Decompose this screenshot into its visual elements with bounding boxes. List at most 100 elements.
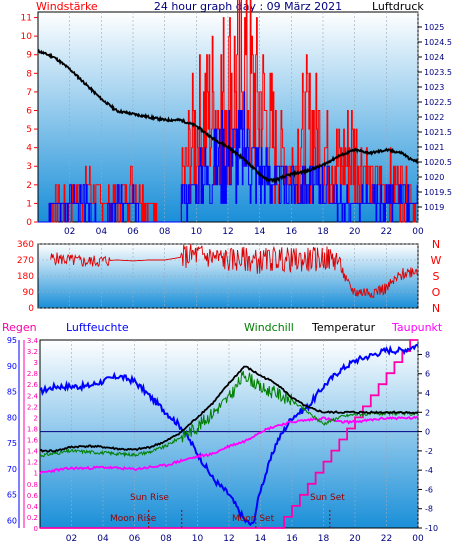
x-tick-label: 10 [192,534,204,544]
x-tick-label: 02 [64,227,75,237]
wind-tick-label: 11 [21,14,32,24]
temperature-line [39,365,419,453]
pressure-tick-label: 1021 [424,143,444,152]
sun-rise-label: Sun Rise [130,493,169,503]
x-tick-label: 10 [191,227,203,237]
pressure-line [37,49,419,184]
x-tick-label: 02 [66,534,77,544]
rain-tick-label: 0.4 [27,503,39,511]
direction-tick-label: 180 [17,272,34,282]
wind-pressure-axes: 02 04 06 08 10 12 14 16 18 20 22 000123456789101110… [21,14,452,237]
wind-average-line [38,91,418,223]
x-tick-label: 22 [381,534,392,544]
wind-pressure-series [37,0,419,223]
rain-tick-label: 1.4 [27,448,39,456]
pressure-tick-label: 1022 [424,113,444,122]
x-tick-label: 16 [286,227,298,237]
x-tick-label: 14 [255,534,267,544]
rain-tick-label: 3.4 [27,337,39,345]
pressure-axis-title: Luftdruck [372,0,424,13]
x-tick-label: 18 [317,227,329,237]
wind-direction-series [50,243,418,299]
wind-tick-label: 5 [26,125,32,135]
compass-label: S [433,270,440,283]
x-tick-label: 06 [129,534,141,544]
temperature-label: Temperatur [311,321,376,334]
temp-tick-label: -2 [425,447,433,456]
humidity-tick-label: 95 [7,336,17,345]
temp-tick-label: 8 [425,350,430,359]
x-tick-label: 16 [286,534,298,544]
pressure-tick-label: 1019.5 [424,188,452,197]
pressure-tick-label: 1025 [424,23,444,32]
rain-tick-label: 1.8 [27,425,38,433]
rain-tick-label: 1 [34,470,38,478]
x-tick-label: 20 [349,534,361,544]
x-tick-label: 06 [127,227,139,237]
rain-tick-label: 2.4 [27,392,39,400]
rain-label: Regen [2,321,37,334]
rain-tick-label: 1.2 [27,459,38,467]
dewpoint-line [39,415,419,475]
wind-direction-line [50,243,418,299]
chart-title: 24 hour graph day : 09 März 2021 [154,0,342,13]
compass-label: O [432,286,441,299]
rain-tick-label: 3.2 [27,348,38,356]
pressure-tick-label: 1023.5 [424,68,452,77]
dewpoint-label: Taupunkt [391,321,443,334]
x-tick-label: 04 [97,534,109,544]
compass-label: N [432,238,440,251]
compass-label: N [432,302,440,315]
humidity-tick-label: 60 [7,516,17,525]
x-tick-label: 12 [222,227,233,237]
rain-tick-label: 2.2 [27,403,38,411]
pressure-tick-label: 1022.5 [424,98,452,107]
humidity-tick-label: 65 [7,491,17,500]
x-tick-label: 14 [254,227,266,237]
direction-tick-label: 360 [17,240,34,250]
wind-axis-title: Windstärke [36,0,98,13]
wind-tick-label: 4 [26,144,32,154]
windchill-label: Windchill [244,321,294,334]
humidity-label: Luftfeuchte [66,321,129,334]
humidity-tick-label: 80 [7,413,17,422]
climate-grid [40,340,419,528]
climate-axes: 02 04 06 08 10 12 14 16 18 20 22 0000.20.40.60.811.… [7,336,438,544]
rain-tick-label: 3 [34,359,38,367]
wind-tick-label: 8 [26,69,32,79]
temp-tick-label: -6 [425,485,433,494]
moon-set-label: Moon Set [232,514,275,524]
x-tick-label: 22 [381,227,392,237]
rain-tick-label: 2.6 [27,381,39,389]
moon-rise-label: Moon Rise [110,514,157,524]
temp-tick-label: -4 [425,466,433,475]
pressure-tick-label: 1023 [424,83,444,92]
temp-tick-label: 6 [425,370,430,379]
direction-tick-label: 0 [28,304,34,314]
wind-tick-label: 2 [26,181,32,191]
x-tick-label: 00 [412,227,424,237]
rain-tick-label: 0 [34,525,38,533]
wind-tick-label: 7 [26,88,32,98]
rain-line [40,339,418,529]
astro-markers [148,510,331,528]
rain-tick-label: 0.2 [27,514,38,522]
temp-tick-label: 2 [425,408,430,417]
x-tick-label: 00 [412,534,424,544]
x-tick-label: 08 [159,227,171,237]
direction-tick-label: 90 [23,288,35,298]
x-tick-label: 08 [160,534,172,544]
rain-tick-label: 2.8 [27,370,38,378]
rain-tick-label: 0.8 [27,481,38,489]
pressure-tick-label: 1024 [424,53,444,62]
sun-set-label: Sun Set [310,493,345,503]
wind-tick-label: 3 [26,162,32,172]
climate-series [39,339,419,529]
x-tick-label: 12 [223,534,234,544]
humidity-tick-label: 70 [7,465,17,474]
pressure-tick-label: 1019 [424,203,444,212]
compass-label: W [431,254,442,267]
wind-tick-label: 10 [21,32,33,42]
temp-tick-label: 0 [425,428,430,437]
